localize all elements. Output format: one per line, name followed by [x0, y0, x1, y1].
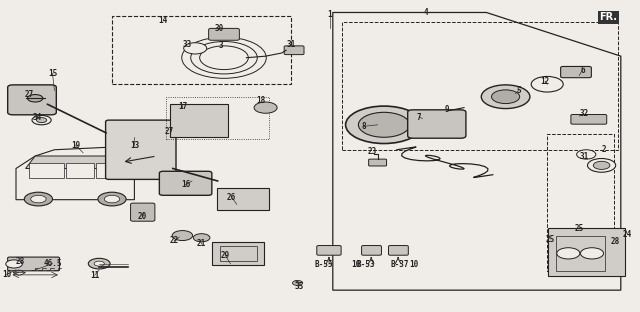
- FancyBboxPatch shape: [284, 46, 304, 55]
- Text: 22: 22: [170, 236, 179, 245]
- Text: 9: 9: [444, 105, 449, 114]
- Circle shape: [98, 192, 126, 206]
- FancyBboxPatch shape: [209, 28, 239, 40]
- Text: 21: 21: [197, 240, 206, 248]
- Circle shape: [6, 260, 22, 268]
- Text: B-37: B-37: [391, 260, 409, 269]
- Circle shape: [104, 195, 120, 203]
- Text: 6: 6: [580, 66, 585, 75]
- FancyBboxPatch shape: [212, 242, 264, 265]
- Text: 31: 31: [287, 40, 296, 49]
- Text: 2: 2: [602, 145, 607, 154]
- Circle shape: [94, 261, 104, 266]
- Circle shape: [172, 231, 193, 241]
- FancyBboxPatch shape: [96, 163, 121, 178]
- Circle shape: [588, 158, 616, 172]
- Circle shape: [358, 112, 410, 137]
- Circle shape: [31, 195, 46, 203]
- Circle shape: [577, 150, 596, 159]
- Text: 20: 20: [138, 212, 147, 221]
- FancyBboxPatch shape: [8, 85, 56, 115]
- Text: FR.: FR.: [600, 12, 618, 22]
- Text: 12: 12: [541, 77, 550, 85]
- Text: 11: 11: [90, 271, 99, 280]
- FancyBboxPatch shape: [29, 163, 64, 178]
- FancyBboxPatch shape: [561, 66, 591, 78]
- FancyBboxPatch shape: [362, 246, 381, 255]
- Text: 7: 7: [417, 113, 422, 121]
- Circle shape: [28, 95, 43, 102]
- Polygon shape: [26, 156, 131, 168]
- Text: 10: 10: [409, 260, 418, 269]
- Text: 25: 25: [575, 224, 584, 233]
- Text: 15: 15: [48, 69, 57, 78]
- Circle shape: [481, 85, 530, 109]
- Text: 10: 10: [2, 270, 11, 279]
- FancyBboxPatch shape: [159, 171, 212, 195]
- Text: 32: 32: [579, 110, 588, 118]
- FancyBboxPatch shape: [408, 110, 466, 138]
- FancyBboxPatch shape: [217, 188, 269, 210]
- Text: 3: 3: [218, 41, 223, 50]
- Text: 31: 31: [579, 152, 588, 161]
- Text: 27: 27: [24, 90, 33, 99]
- Circle shape: [193, 234, 210, 242]
- Circle shape: [492, 90, 520, 104]
- Text: 10: 10: [351, 260, 360, 269]
- FancyBboxPatch shape: [369, 159, 387, 166]
- Text: 28: 28: [611, 237, 620, 246]
- Text: 27: 27: [165, 127, 174, 136]
- Text: 26: 26: [227, 193, 236, 202]
- Circle shape: [36, 118, 47, 123]
- FancyBboxPatch shape: [8, 257, 60, 271]
- FancyBboxPatch shape: [317, 246, 341, 255]
- Circle shape: [580, 248, 604, 259]
- Circle shape: [531, 76, 563, 92]
- Text: B-55: B-55: [315, 260, 333, 269]
- Text: 13: 13: [130, 141, 139, 149]
- Circle shape: [346, 106, 422, 144]
- FancyBboxPatch shape: [170, 104, 228, 137]
- FancyBboxPatch shape: [106, 120, 176, 179]
- Text: 19: 19: [71, 141, 80, 149]
- Text: 16: 16: [181, 180, 190, 189]
- Text: 24: 24: [623, 230, 632, 239]
- FancyBboxPatch shape: [548, 228, 625, 276]
- FancyBboxPatch shape: [131, 203, 155, 221]
- FancyBboxPatch shape: [66, 163, 94, 178]
- Text: 23: 23: [368, 147, 377, 156]
- Text: B-53: B-53: [357, 260, 375, 269]
- Circle shape: [557, 248, 580, 259]
- Circle shape: [88, 258, 110, 269]
- Text: 8: 8: [361, 122, 366, 131]
- Text: 5: 5: [516, 86, 521, 95]
- Text: 17: 17: [178, 102, 187, 111]
- Text: 28: 28: [16, 257, 25, 266]
- Text: 25: 25: [546, 235, 555, 244]
- FancyBboxPatch shape: [571, 115, 607, 124]
- Text: 29: 29: [221, 251, 230, 260]
- Text: 46.5: 46.5: [44, 259, 61, 268]
- Circle shape: [593, 161, 610, 169]
- Circle shape: [254, 102, 277, 113]
- Text: 33: 33: [182, 40, 191, 49]
- Circle shape: [184, 43, 207, 54]
- FancyBboxPatch shape: [388, 246, 408, 255]
- Text: 1: 1: [327, 10, 332, 18]
- Circle shape: [292, 280, 303, 285]
- Text: 4: 4: [423, 8, 428, 17]
- Text: 14: 14: [159, 16, 168, 25]
- Circle shape: [24, 192, 52, 206]
- Text: 30: 30: [214, 24, 223, 33]
- Circle shape: [32, 115, 51, 125]
- Text: 35: 35: [295, 282, 304, 291]
- Text: 34: 34: [33, 114, 42, 122]
- Text: 18: 18: [257, 96, 266, 105]
